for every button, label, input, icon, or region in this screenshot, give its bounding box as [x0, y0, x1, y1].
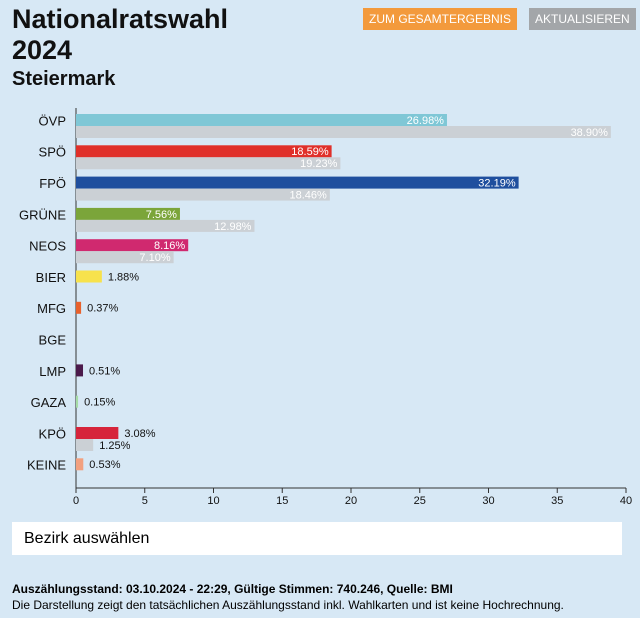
category-label: BGE	[39, 333, 67, 348]
x-tick-label: 15	[276, 495, 288, 507]
category-label: KEINE	[27, 458, 66, 473]
x-tick-label: 35	[551, 495, 563, 507]
bar	[76, 301, 82, 314]
value-label: 7.56%	[146, 209, 177, 221]
bar	[76, 207, 180, 220]
value-label: 0.53%	[89, 459, 120, 471]
value-label: 18.59%	[291, 146, 329, 158]
category-label: GAZA	[31, 395, 67, 410]
value-label: 0.15%	[84, 397, 115, 409]
value-label: 18.46%	[290, 190, 328, 202]
bar	[76, 427, 119, 439]
category-label: LMP	[39, 364, 66, 379]
button[interactable]: AKTUALISIEREN	[529, 8, 636, 30]
bar	[76, 270, 102, 283]
x-tick-label: 5	[142, 495, 148, 507]
value-label: 0.51%	[89, 365, 120, 377]
x-tick-label: 25	[414, 495, 426, 507]
bar	[76, 251, 174, 264]
value-label: 3.08%	[124, 428, 155, 440]
value-label: 32.19%	[478, 178, 516, 190]
subtitle: Steiermark	[12, 68, 116, 90]
value-label: 7.10%	[139, 252, 170, 264]
bar	[76, 126, 611, 138]
value-label: 0.37%	[87, 303, 118, 315]
district-select[interactable]: Bezirk auswählen	[12, 522, 622, 555]
x-tick-label: 20	[345, 495, 357, 507]
bar	[76, 239, 189, 252]
value-label: 1.25%	[99, 440, 130, 452]
category-label: FPÖ	[39, 176, 66, 191]
bar	[76, 439, 94, 451]
title: Nationalratswahl 2024	[12, 4, 229, 65]
bar	[76, 176, 519, 189]
x-tick-label: 40	[620, 495, 632, 507]
value-label: 12.98%	[214, 221, 252, 233]
category-label: MFG	[37, 301, 66, 316]
x-tick-label: 0	[73, 495, 79, 507]
category-label: SPÖ	[39, 145, 66, 160]
bar	[76, 114, 447, 126]
bar	[76, 188, 330, 201]
bar	[76, 219, 255, 232]
category-label: BIER	[36, 270, 66, 285]
category-label: KPÖ	[39, 426, 66, 441]
value-label: 8.16%	[154, 240, 185, 252]
bar	[76, 364, 84, 377]
category-label: GRÜNE	[19, 207, 66, 222]
value-label: 19.23%	[300, 158, 338, 170]
bar	[76, 157, 341, 170]
value-label: 1.88%	[108, 271, 139, 283]
value-label: 38.90%	[571, 127, 609, 139]
x-tick-label: 30	[482, 495, 494, 507]
button[interactable]: ZUM GESAMTERGEBNIS	[363, 8, 518, 30]
bar	[76, 145, 332, 158]
status: Auszählungsstand: 03.10.2024 - 22:29, Gü…	[12, 582, 453, 596]
value-label: 26.98%	[407, 115, 445, 127]
bar	[76, 458, 84, 471]
bar	[76, 395, 79, 408]
chart: 0 5 10 15 20 25 30 35 40 ÖVP 26.98% 38.90% SPÖ 18.59%…	[19, 108, 632, 507]
x-tick-label: 10	[207, 495, 219, 507]
category-label: NEOS	[29, 239, 66, 254]
category-label: ÖVP	[39, 113, 66, 128]
note: Die Darstellung zeigt den tatsächlichen …	[12, 598, 564, 612]
